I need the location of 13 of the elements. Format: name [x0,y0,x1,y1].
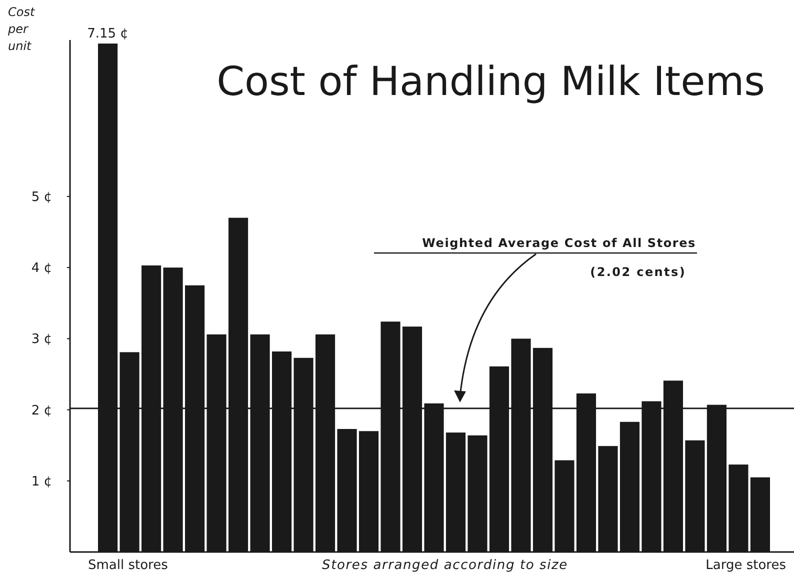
text: Large stores [706,558,786,573]
y-axis-title: Cost per unit [7,5,36,53]
y-tick-label: 5 ¢ [31,190,52,205]
x-axis-title: Stores arranged according to size [322,558,568,573]
y-tick-label: 4 ¢ [31,261,52,276]
annotation: (2.02 cents) [590,265,686,279]
text: Small stores [88,558,168,573]
data-label: 7.15 ¢ [87,26,128,42]
y-tick-label: 3 ¢ [31,332,52,348]
ref-line-label: Weighted Average Cost of All Stores [422,236,696,250]
y-tick-label: 1 ¢ [31,474,52,490]
y-tick-label: 2 ¢ [31,403,52,418]
text: Cost of Handling Milk Items [216,59,765,105]
